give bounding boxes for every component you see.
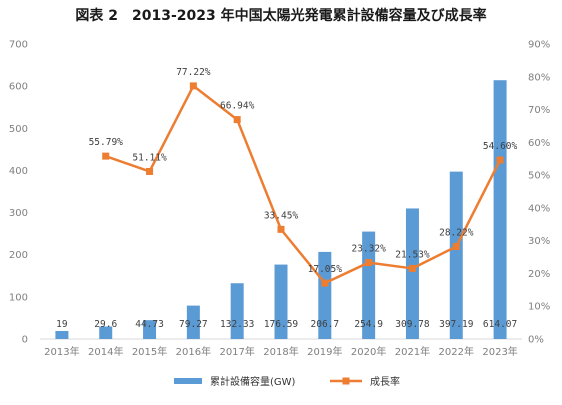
legend-label-capacity: 累計設備容量(GW): [210, 375, 296, 388]
x-tick-label: 2013年: [44, 345, 79, 358]
y-left-tick-label: 100: [9, 292, 28, 303]
bar-value-label: 176.59: [264, 319, 299, 330]
bar-value-label: 44.73: [135, 319, 164, 330]
bar: [186, 305, 200, 339]
chart-title: 図表 2 2013-2023 年中国太陽光発電累計設備容量及び成長率: [75, 7, 486, 24]
bar: [99, 326, 113, 339]
growth-point: [452, 243, 460, 251]
y-right-tick-label: 80%: [528, 72, 550, 83]
bar: [55, 330, 69, 339]
y-right-tick-label: 0%: [528, 335, 544, 346]
bar: [143, 320, 157, 339]
bar-value-label: 79.27: [179, 319, 208, 330]
bar: [274, 264, 288, 339]
growth-point: [496, 156, 504, 164]
bar: [318, 251, 332, 339]
x-tick-label: 2021年: [395, 345, 430, 358]
growth-line: [102, 82, 504, 287]
growth-point: [408, 264, 416, 272]
x-tick-label: 2016年: [176, 345, 211, 358]
growth-point: [189, 82, 197, 90]
y-left-tick-label: 700: [9, 40, 28, 51]
bar-value-label: 309.78: [395, 319, 430, 330]
y-right-tick-label: 50%: [528, 171, 550, 182]
x-tick-label: 2023年: [482, 345, 517, 358]
bar: [362, 231, 376, 339]
bar-labels: 19 29.6 44.73 79.27 132.33 176.59 206.7 254.9 30…: [56, 319, 517, 330]
growth-value-label: 66.94%: [220, 101, 255, 112]
x-tick-label: 2015年: [132, 345, 167, 358]
legend: 累計設備容量(GW) 成長率: [174, 375, 400, 388]
axes: 0 100 200 300 400 500 600 700 0% 10% 20% 30% 40% 50% 6…: [9, 40, 550, 359]
x-tick-label: 2020年: [351, 345, 386, 358]
growth-value-label: 77.22%: [176, 67, 211, 78]
growth-value-label: 21.53%: [395, 249, 430, 260]
y-right-tick-label: 30%: [528, 236, 550, 247]
growth-point: [233, 116, 241, 124]
growth-value-label: 33.45%: [264, 210, 299, 221]
y-left-tick-label: 200: [9, 250, 28, 261]
bar: [230, 283, 244, 339]
y-left-tick-label: 300: [9, 208, 28, 219]
x-tick-label: 2018年: [263, 345, 298, 358]
bar-value-label: 614.07: [483, 319, 517, 330]
bar-value-label: 254.9: [354, 319, 383, 330]
y-left-tick-label: 600: [9, 82, 28, 93]
growth-value-label: 23.32%: [351, 244, 386, 255]
y-right-tick-label: 60%: [528, 138, 550, 149]
x-tick-label: 2019年: [307, 345, 342, 358]
growth-point: [321, 279, 329, 287]
y-right-tick-label: 40%: [528, 203, 550, 214]
y-right-tick-label: 90%: [528, 40, 550, 51]
growth-point: [365, 259, 373, 267]
growth-point: [277, 225, 285, 233]
bar: [449, 171, 463, 339]
legend-label-growth: 成長率: [370, 375, 400, 388]
growth-value-label: 17.05%: [308, 264, 343, 275]
y-right-tick-label: 10%: [528, 302, 550, 313]
bar-value-label: 397.19: [439, 319, 474, 330]
y-left-tick-label: 400: [9, 166, 28, 177]
y-right-tick-label: 20%: [528, 269, 550, 280]
growth-value-label: 51.11%: [132, 152, 167, 163]
y-left-tick-label: 0: [22, 335, 28, 346]
growth-point: [146, 167, 154, 175]
rate-labels: 55.79% 51.11% 77.22% 66.94% 33.45% 17.05% 23.3…: [89, 67, 518, 275]
x-tick-label: 2017年: [219, 345, 254, 358]
growth-line-path: [105, 84, 502, 285]
x-tick-label: 2022年: [439, 345, 474, 358]
growth-point: [102, 152, 110, 160]
growth-value-label: 54.60%: [483, 141, 518, 152]
bar-value-label: 29.6: [94, 319, 117, 330]
bar: [405, 208, 419, 339]
y-right-tick-label: 70%: [528, 105, 550, 116]
x-tick-label: 2014年: [88, 345, 123, 358]
bar-value-label: 132.33: [220, 319, 254, 330]
legend-swatch-growth-marker: [342, 377, 350, 385]
growth-value-label: 55.79%: [89, 137, 124, 148]
y-left-tick-label: 500: [9, 124, 28, 135]
bars: [55, 80, 507, 340]
bar: [493, 80, 507, 340]
growth-value-label: 28.22%: [439, 228, 474, 239]
bar-value-label: 206.7: [311, 319, 340, 330]
legend-swatch-capacity: [174, 378, 202, 384]
bar-value-label: 19: [56, 319, 68, 330]
